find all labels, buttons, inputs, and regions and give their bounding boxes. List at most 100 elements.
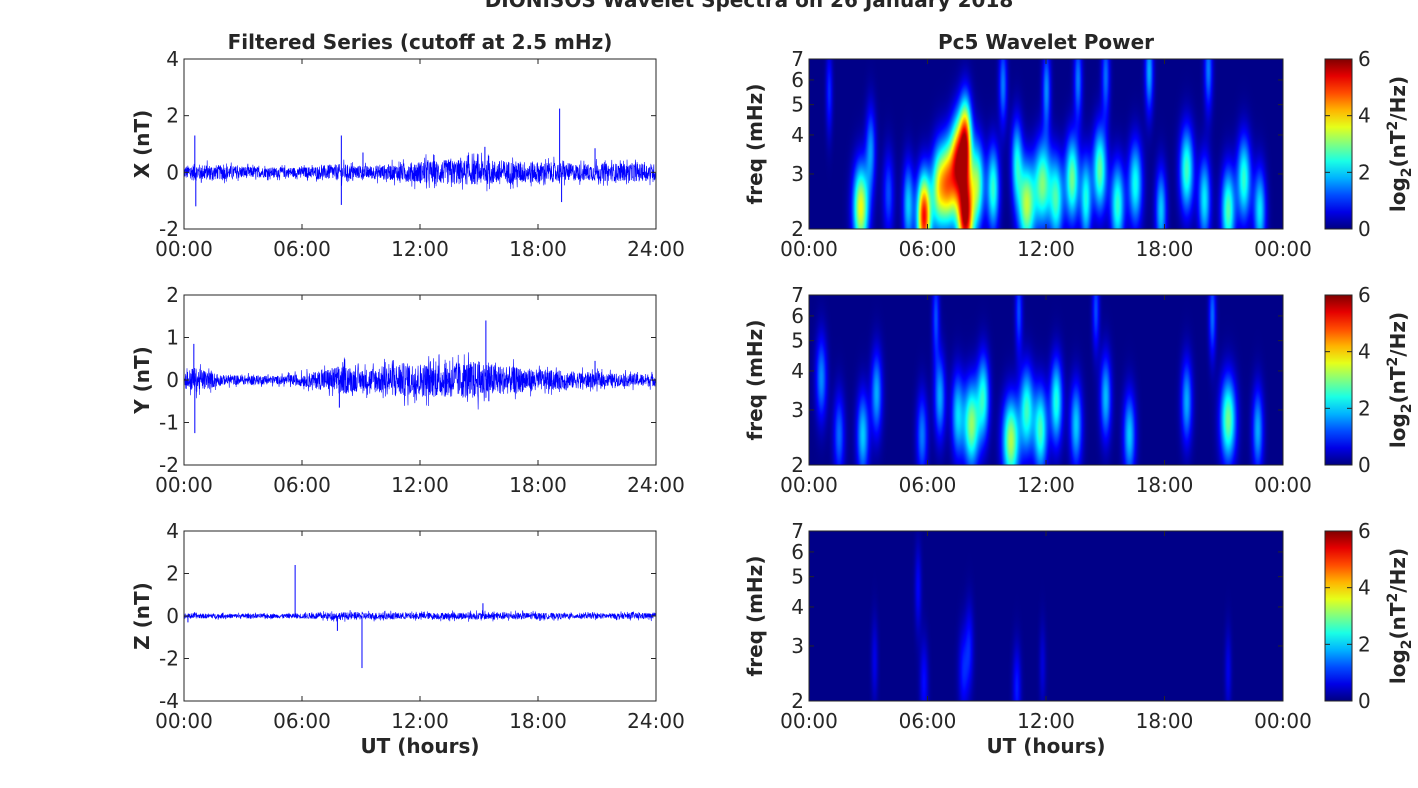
x-axis-label: UT (hours) (986, 734, 1105, 758)
y-tick-label: -1 (159, 411, 179, 435)
x-tick-label: 06:00 (273, 473, 331, 497)
x-tick-label: 06:00 (899, 709, 957, 733)
x-tick-label: 00:00 (155, 237, 213, 261)
y-axis-label: Z (nT) (130, 582, 154, 650)
x-tick-label: 06:00 (273, 709, 331, 733)
x-tick-label: 00:00 (1254, 709, 1312, 733)
panel-3: -4 -2 0 2 4 00:00 06:00 12:00 18:00 24:00 UT (hour… (130, 519, 685, 758)
x-tick-label: 00:00 (1254, 237, 1312, 261)
y-tick-label: 4 (166, 47, 179, 71)
panel-title: Filtered Series (cutoff at 2.5 mHz) (228, 30, 613, 54)
y-tick-label: -4 (159, 689, 179, 713)
y-tick-label: -2 (159, 453, 179, 477)
colorbar-tick-label: 4 (1358, 576, 1371, 600)
figure-suptitle: DIONISOS Wavelet Spectra on 26 January 2… (485, 0, 1014, 12)
x-tick-label: 00:00 (155, 709, 213, 733)
y-tick-label: 4 (791, 595, 804, 619)
y-axis-label: X (nT) (130, 110, 154, 179)
y-tick-label: 2 (791, 217, 804, 241)
signal-trace (184, 152, 656, 192)
x-tick-label: 12:00 (391, 473, 449, 497)
x-tick-label: 12:00 (391, 709, 449, 733)
colorbar-tick-label: 4 (1358, 104, 1371, 128)
x-tick-label: 24:00 (627, 237, 685, 261)
x-tick-label: 06:00 (899, 473, 957, 497)
y-tick-label: 5 (791, 329, 804, 353)
y-tick-label: 5 (791, 93, 804, 117)
y-tick-label: 3 (791, 162, 804, 186)
colorbar-tick-label: 4 (1358, 340, 1371, 364)
panels: -2 0 2 4 00:00 06:00 12:00 18:00 24:00 Filtered S… (130, 30, 1415, 758)
x-tick-label: 18:00 (509, 237, 567, 261)
y-tick-label: 0 (166, 368, 179, 392)
x-tick-label: 06:00 (273, 237, 331, 261)
y-tick-label: 5 (791, 565, 804, 589)
colorbar-label: log2(nT2/Hz) (1385, 76, 1415, 212)
y-axis-label: freq (mHz) (743, 556, 767, 677)
colorbar-tick-label: 2 (1358, 632, 1371, 656)
x-tick-label: 12:00 (391, 237, 449, 261)
wavelet-power-image (809, 531, 1283, 701)
x-tick-label: 00:00 (780, 473, 838, 497)
y-tick-label: 2 (791, 453, 804, 477)
x-tick-label: 12:00 (1017, 709, 1075, 733)
axes-frame (183, 58, 657, 230)
colorbar-frame (1324, 294, 1353, 466)
colorbar-tick-label: 0 (1358, 689, 1371, 713)
y-tick-label: 2 (791, 689, 804, 713)
wavelet-power-image (809, 295, 1283, 465)
y-tick-label: 6 (791, 540, 804, 564)
signal-trace (184, 352, 656, 410)
panel-1: -2 0 2 4 00:00 06:00 12:00 18:00 24:00 Filtered S… (130, 30, 685, 261)
y-axis-label: freq (mHz) (743, 320, 767, 441)
x-tick-label: 18:00 (1136, 473, 1194, 497)
panel-2: -2 -1 0 1 2 00:00 06:00 12:00 18:00 24:00 Y (nT) (130, 283, 685, 497)
colorbar (1325, 59, 1352, 229)
x-tick-label: 18:00 (1136, 237, 1194, 261)
colorbar-frame (1324, 530, 1353, 702)
x-tick-label: 00:00 (780, 237, 838, 261)
y-tick-label: 7 (791, 47, 804, 71)
colorbar-tick-label: 0 (1358, 217, 1371, 241)
x-tick-label: 18:00 (509, 709, 567, 733)
colorbar (1325, 295, 1352, 465)
colorbar-label: log2(nT2/Hz) (1385, 312, 1415, 448)
y-axis-label: freq (mHz) (743, 84, 767, 205)
x-tick-label: 06:00 (899, 237, 957, 261)
colorbar (1325, 531, 1352, 701)
y-tick-label: 1 (166, 326, 179, 350)
colorbar-label: log2(nT2/Hz) (1385, 548, 1415, 684)
y-tick-label: 4 (791, 123, 804, 147)
signal-trace (184, 610, 656, 622)
x-tick-label: 00:00 (155, 473, 213, 497)
colorbar-tick-label: 6 (1358, 47, 1371, 71)
colorbar-tick-label: 0 (1358, 453, 1371, 477)
y-tick-label: 3 (791, 398, 804, 422)
colorbar-tick-label: 2 (1358, 396, 1371, 420)
y-tick-label: -2 (159, 647, 179, 671)
x-tick-label: 24:00 (627, 473, 685, 497)
y-tick-label: 4 (166, 519, 179, 543)
x-tick-label: 12:00 (1017, 237, 1075, 261)
panel-title: Pc5 Wavelet Power (938, 30, 1154, 54)
colorbar-tick-label: 6 (1358, 283, 1371, 307)
colorbar-tick-label: 6 (1358, 519, 1371, 543)
y-tick-label: 6 (791, 304, 804, 328)
y-tick-label: 6 (791, 68, 804, 92)
x-tick-label: 24:00 (627, 709, 685, 733)
y-tick-label: 4 (791, 359, 804, 383)
y-tick-label: -2 (159, 217, 179, 241)
x-tick-label: 12:00 (1017, 473, 1075, 497)
wavelet-power-image (809, 59, 1283, 229)
x-tick-label: 18:00 (509, 473, 567, 497)
x-tick-label: 00:00 (1254, 473, 1312, 497)
y-tick-label: 3 (791, 634, 804, 658)
colorbar-tick-label: 2 (1358, 160, 1371, 184)
y-tick-label: 2 (166, 104, 179, 128)
y-tick-label: 0 (166, 604, 179, 628)
y-tick-label: 0 (166, 160, 179, 184)
